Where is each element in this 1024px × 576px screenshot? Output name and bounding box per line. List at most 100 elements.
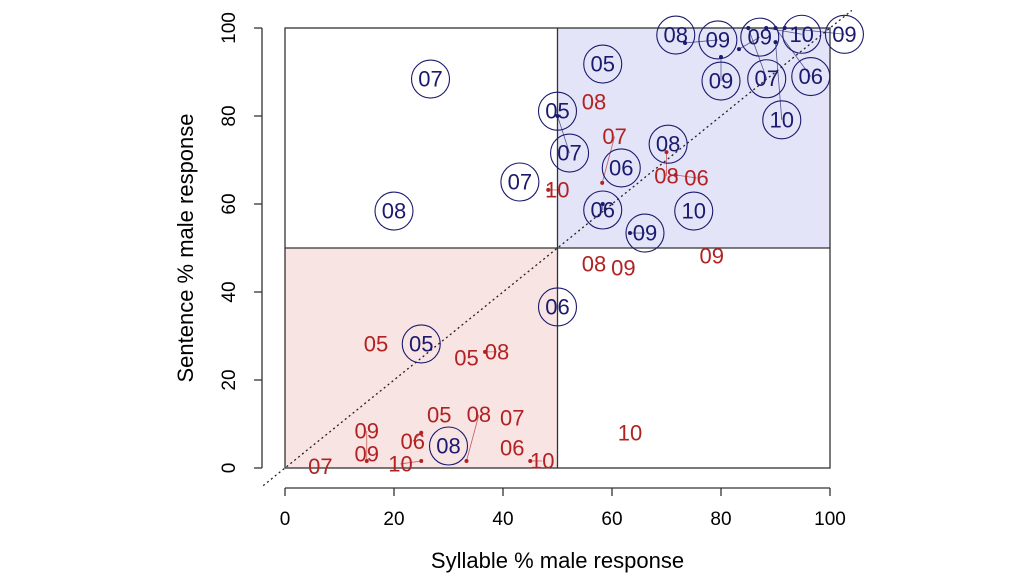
circled-data-point: 07 — [550, 133, 590, 173]
data-position-dot — [600, 180, 605, 185]
point-label: 05 — [590, 52, 614, 77]
point-label: 07 — [418, 67, 442, 92]
data-position-dot — [773, 40, 778, 45]
circled-data-point: 08 — [648, 124, 688, 164]
x-axis: 0 20 40 60 80 100 — [280, 487, 846, 530]
label-leader-line — [766, 27, 802, 35]
point-circle-marker — [740, 17, 780, 57]
plain-data-point: 07 — [602, 124, 626, 149]
plain-data-point: 08 — [467, 402, 491, 427]
data-position-dot — [364, 458, 369, 463]
circled-data-point: 06 — [791, 56, 831, 97]
x-tick-label: 0 — [280, 509, 291, 530]
point-label: 10 — [682, 199, 706, 224]
point-circle-marker — [537, 91, 578, 131]
data-position-dot — [664, 150, 669, 155]
point-label: 09 — [706, 27, 730, 52]
label-leader-line — [675, 174, 697, 179]
circled-data-point: 05 — [583, 44, 623, 84]
plain-data-point: 10 — [618, 420, 642, 445]
point-label: 07 — [754, 66, 778, 91]
point-label: 06 — [799, 64, 823, 89]
data-position-dot — [546, 187, 551, 192]
circled-data-point: 05 — [537, 91, 578, 131]
circled-data-point: 08 — [656, 15, 696, 55]
data-position-dot — [746, 26, 751, 30]
point-circle-marker — [601, 148, 641, 188]
point-label: 07 — [557, 141, 581, 166]
y-tick-label: 40 — [219, 281, 240, 302]
point-circle-marker — [401, 324, 441, 364]
data-position-dot — [419, 430, 424, 435]
point-label: 06 — [545, 294, 569, 319]
point-circle-marker — [625, 213, 665, 253]
point-circle-marker — [428, 426, 469, 466]
x-tick-label: 40 — [492, 509, 513, 530]
circled-data-point: 06 — [537, 287, 578, 327]
circled-data-point: 06 — [601, 148, 641, 188]
circled-data-point: 08 — [374, 191, 414, 231]
point-circle-marker — [701, 61, 741, 101]
point-label: 05 — [409, 331, 433, 356]
y-tick-label: 100 — [219, 12, 240, 44]
plain-data-point: 10 — [388, 451, 412, 476]
y-axis-title: Sentence % male response — [173, 113, 198, 382]
point-circle-marker — [698, 20, 738, 60]
data-position-dot — [627, 231, 632, 236]
point-circle-marker — [747, 59, 787, 99]
plain-data-point: 10 — [545, 177, 569, 202]
point-circle-marker — [762, 100, 802, 140]
plain-data-point: 08 — [654, 164, 678, 189]
point-label: 05 — [427, 402, 451, 427]
plain-data-point: 06 — [401, 429, 425, 454]
data-position-dot — [736, 47, 741, 52]
plain-data-point: 07 — [500, 405, 524, 430]
x-tick-label: 80 — [710, 509, 731, 530]
y-tick-label: 60 — [219, 193, 240, 214]
circled-data-point: 10 — [782, 14, 822, 54]
data-position-dot — [555, 114, 560, 118]
point-label: 10 — [530, 448, 554, 473]
circled-data-point: 09 — [740, 17, 780, 57]
point-label: 05 — [454, 346, 478, 371]
point-label: 10 — [388, 451, 412, 476]
point-label: 08 — [382, 199, 406, 224]
label-leader-line — [784, 27, 845, 35]
point-circle-marker — [824, 14, 864, 54]
label-leader-line — [684, 39, 718, 44]
plain-data-point: 09 — [355, 418, 379, 443]
point-label: 09 — [832, 22, 856, 47]
label-leader-line — [738, 36, 760, 50]
point-label: 07 — [602, 124, 626, 149]
point-circle-marker — [782, 14, 822, 54]
label-leader-line — [775, 27, 812, 77]
point-label: 08 — [582, 89, 606, 114]
y-tick-label: 0 — [219, 463, 240, 474]
point-circle-marker — [583, 44, 623, 84]
circled-data-point: 10 — [762, 100, 802, 140]
plain-data-point: 10 — [530, 448, 554, 473]
data-position-dot — [528, 458, 533, 463]
circled-data-point: 05 — [401, 324, 441, 364]
circled-data-point: 06 — [583, 190, 623, 230]
label-leader-line — [775, 42, 783, 120]
circled-data-point: 08 — [428, 426, 469, 466]
point-circle-marker — [374, 191, 414, 231]
point-circle-marker — [583, 190, 623, 230]
point-label: 08 — [467, 402, 491, 427]
point-label: 09 — [611, 255, 635, 280]
point-label: 10 — [770, 107, 794, 132]
point-label: 09 — [355, 418, 379, 443]
x-tick-label: 100 — [814, 509, 846, 530]
point-label: 05 — [364, 331, 388, 356]
data-position-dot — [600, 202, 605, 206]
plain-data-point: 08 — [582, 251, 606, 276]
circled-data-point: 09 — [698, 20, 738, 60]
plain-data-point: 09 — [699, 243, 723, 268]
point-label: 08 — [654, 164, 678, 189]
circled-data-point: 10 — [674, 191, 714, 231]
point-circle-marker — [648, 124, 688, 164]
label-leader-line — [412, 432, 422, 442]
